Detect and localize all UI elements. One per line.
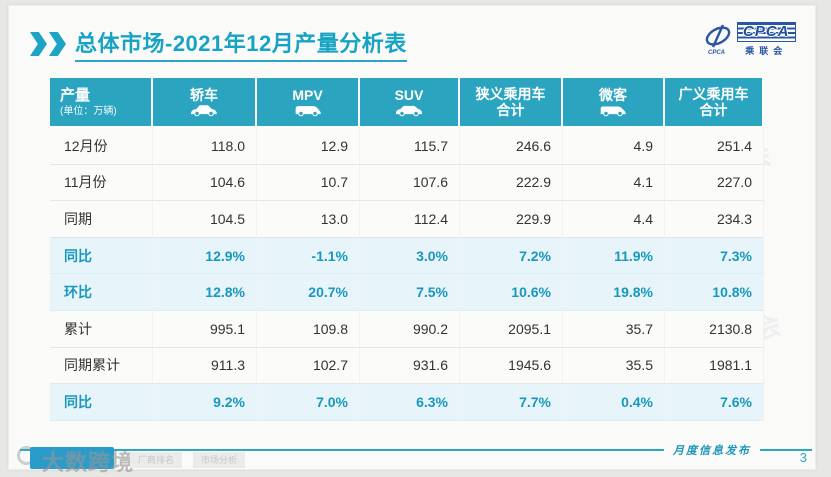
table-header-cell: MPV — [257, 78, 360, 128]
table-cell: 227.0 — [665, 164, 764, 202]
table-cell: 1945.6 — [460, 347, 563, 385]
table-cell: 109.8 — [257, 310, 360, 348]
table-cell: 931.6 — [360, 347, 460, 385]
table-header-cell: 轿车 — [153, 78, 257, 128]
table-cell: 3.0% — [360, 237, 460, 275]
table-cell: 112.4 — [360, 201, 460, 238]
table-cell: 7.2% — [460, 237, 563, 275]
row-label: 同期 — [50, 201, 153, 238]
footer-line — [20, 449, 664, 451]
title-row: 总体市场-2021年12月产量分析表 — [30, 26, 407, 62]
table-cell: 104.5 — [153, 201, 257, 238]
row-label: 同比 — [50, 384, 153, 421]
table-cell: 995.1 — [153, 310, 257, 348]
row-label: 11月份 — [50, 164, 153, 202]
corner-label: 产量 — [60, 86, 91, 104]
table-cell: 10.6% — [460, 274, 563, 311]
table-cell: 0.4% — [563, 384, 665, 421]
footer-rule: 月度信息发布 — [20, 442, 812, 458]
table-cell: 4.9 — [563, 128, 665, 165]
table-cell: 12.9 — [257, 128, 360, 165]
table-cell: 246.6 — [460, 128, 563, 165]
footer-line — [760, 449, 812, 451]
table-cell: 118.0 — [153, 128, 257, 165]
footer-label: 月度信息发布 — [673, 445, 751, 457]
table-cell: 35.5 — [563, 347, 665, 385]
row-label: 12月份 — [50, 128, 153, 165]
table-cell: 35.7 — [563, 310, 665, 348]
column-header-label: MPV — [292, 86, 323, 103]
svg-text:CPCA: CPCA — [708, 50, 725, 56]
table-cell: 10.7 — [257, 164, 360, 202]
table-cell: 229.9 — [460, 201, 563, 238]
table-cell: 104.6 — [153, 164, 257, 202]
table-cell: 115.7 — [360, 128, 460, 165]
ghost-tab-market: 市场分析 — [193, 452, 246, 468]
table-cell: 19.8% — [563, 274, 665, 311]
table-cell: 7.5% — [360, 274, 460, 311]
table-cell: 7.3% — [665, 237, 764, 275]
table-cell: -1.1% — [257, 237, 360, 275]
cpca-abbr-box: CPCA — [737, 22, 796, 42]
page-title: 总体市场-2021年12月产量分析表 — [75, 26, 407, 62]
table-cell: 11.9% — [563, 237, 665, 275]
table-cell: 12.9% — [153, 237, 257, 275]
table-cell: 2130.8 — [665, 310, 764, 348]
column-header-label: 微客 — [599, 86, 627, 103]
column-header-label: 广义乘用车 合计 — [678, 85, 749, 118]
table-cell: 911.3 — [153, 347, 257, 385]
ghost-tab-manufacturer: 厂商排名 — [130, 452, 183, 468]
table-cell: 251.4 — [665, 128, 764, 165]
table-cell: 102.7 — [257, 347, 360, 385]
cpca-abbr: CPCA — [743, 23, 790, 40]
table-cell: 7.6% — [665, 384, 764, 421]
table-cell: 1981.1 — [665, 347, 764, 385]
table-cell: 222.9 — [460, 164, 563, 202]
table-cell: 107.6 — [360, 164, 460, 202]
table-cell: 2095.1 — [460, 310, 563, 348]
table-header-cell: 广义乘用车 合计 — [665, 78, 764, 128]
table-cell: 4.4 — [563, 201, 665, 238]
brand-watermark: 大数跨境 — [42, 450, 135, 475]
cpca-cn-name: 乘联会 — [745, 46, 788, 56]
column-header-label: SUV — [394, 86, 424, 103]
row-label: 环比 — [50, 274, 153, 311]
table-header-cell: 狭义乘用车 合计 — [460, 78, 563, 128]
van-icon — [600, 106, 626, 117]
table-header-cell: SUV — [360, 78, 460, 128]
table-cell: 4.1 — [563, 164, 665, 202]
table-header-cell: 微客 — [563, 78, 665, 128]
row-label: 同比 — [50, 237, 153, 275]
double-chevron-icon — [30, 32, 66, 56]
column-header-label: 狭义乘用车 合计 — [475, 85, 546, 118]
suv-icon — [396, 105, 422, 117]
row-label: 累计 — [50, 310, 153, 348]
table-cell: 10.8% — [665, 274, 764, 311]
mpv-icon — [295, 106, 321, 117]
table-cell: 234.3 — [665, 201, 764, 238]
table-cell: 12.8% — [153, 274, 257, 311]
sedan-icon — [191, 105, 217, 117]
table-cell: 990.2 — [360, 310, 460, 348]
table-cell: 7.7% — [460, 384, 563, 421]
table-cell: 7.0% — [257, 384, 360, 421]
cpca-logo: CPCA CPCA 乘联会 — [703, 22, 796, 57]
table-cell: 13.0 — [257, 201, 360, 238]
table-cell: 9.2% — [153, 384, 257, 421]
page-number: 3 — [799, 450, 807, 465]
column-header-label: 轿车 — [190, 86, 218, 103]
corner-unit-note: (单位：万辆) — [60, 105, 117, 117]
table-cell: 6.3% — [360, 384, 460, 421]
cpca-swoosh-icon: CPCA — [705, 24, 731, 56]
brand-box — [30, 447, 114, 469]
table-header-corner: 产量 (单位：万辆) — [50, 78, 153, 128]
row-label: 同期累计 — [50, 347, 153, 385]
table-cell: 20.7% — [257, 274, 360, 311]
production-table: 产量 (单位：万辆) 轿车 MPV SUV 狭义乘用车 合计 微客 广义乘用车 合计 12月份 1… — [50, 78, 764, 421]
